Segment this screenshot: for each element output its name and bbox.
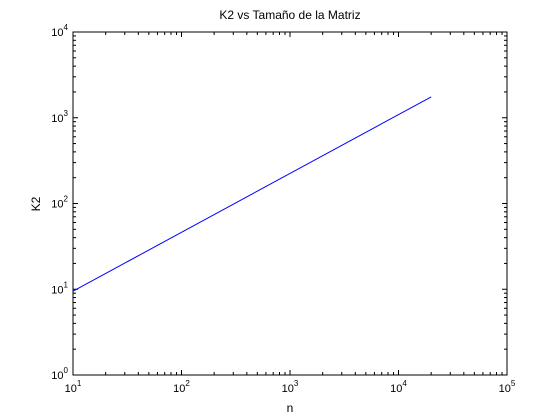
- y-tick-label: 100: [51, 366, 68, 382]
- y-tick-label: 101: [51, 280, 68, 296]
- plot-area: [72, 31, 508, 376]
- series-layer: [72, 96, 432, 292]
- x-tick-label: 105: [499, 379, 516, 395]
- y-tick-label: 104: [51, 23, 68, 39]
- series-line: [72, 96, 432, 292]
- y-tick-label: 103: [51, 109, 68, 125]
- x-tick-label: 103: [282, 379, 299, 395]
- chart-title: K2 vs Tamaño de la Matriz: [219, 8, 360, 22]
- x-tick-label: 102: [173, 379, 190, 395]
- y-axis-label: K2: [29, 196, 43, 211]
- axis-ticks: [72, 31, 508, 376]
- x-tick-label: 101: [65, 379, 82, 395]
- y-tick-label: 102: [51, 195, 68, 211]
- x-tick-label: 104: [390, 379, 407, 395]
- x-axis-label: n: [287, 401, 294, 415]
